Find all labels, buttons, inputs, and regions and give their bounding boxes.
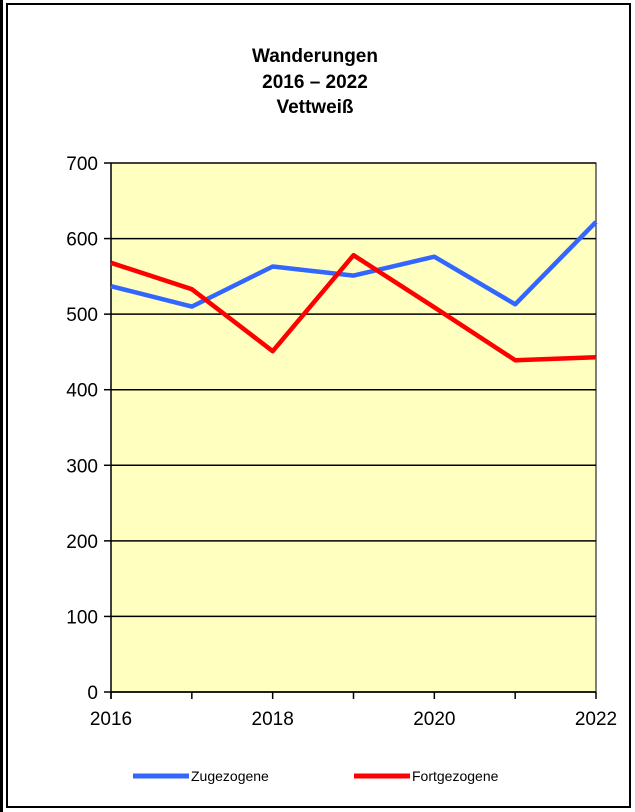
series-lines xyxy=(110,220,598,363)
chart-title-line-1: Wanderungen xyxy=(252,46,378,67)
y-tick-label-700: 700 xyxy=(66,154,98,175)
chart-title-line-2: 2016 – 2022 xyxy=(262,72,368,93)
series-line-0 xyxy=(110,220,598,309)
x-tick-label-2018: 2018 xyxy=(252,709,294,730)
y-tick-label-600: 600 xyxy=(66,230,98,251)
legend-label-1: Fortgezogene xyxy=(412,768,499,784)
x-tick-label-2016: 2016 xyxy=(90,709,132,730)
series-line-1 xyxy=(110,252,597,363)
y-tick-label-500: 500 xyxy=(66,305,98,326)
y-tick-label-300: 300 xyxy=(66,456,98,477)
y-tick-label-400: 400 xyxy=(66,381,98,402)
axes xyxy=(104,162,597,699)
chart-title-line-3: Vettweiß xyxy=(276,97,353,118)
plot-area xyxy=(110,162,597,693)
x-axis-tick-labels: 2016 2018 2020 2022 xyxy=(90,709,617,730)
legend-label-0: Zugezogene xyxy=(191,768,269,784)
legend: Zugezogene Fortgezogene xyxy=(133,768,499,784)
y-tick-label-0: 0 xyxy=(87,683,98,704)
y-tick-label-100: 100 xyxy=(66,607,98,628)
x-tick-label-2020: 2020 xyxy=(413,709,455,730)
y-axis-tick-labels: 0 100 200 300 400 500 600 700 xyxy=(66,154,98,704)
x-tick-label-2022: 2022 xyxy=(575,709,617,730)
y-tick-label-200: 200 xyxy=(66,532,98,553)
chart-title: Wanderungen 2016 – 2022 Vettweiß xyxy=(252,46,378,118)
